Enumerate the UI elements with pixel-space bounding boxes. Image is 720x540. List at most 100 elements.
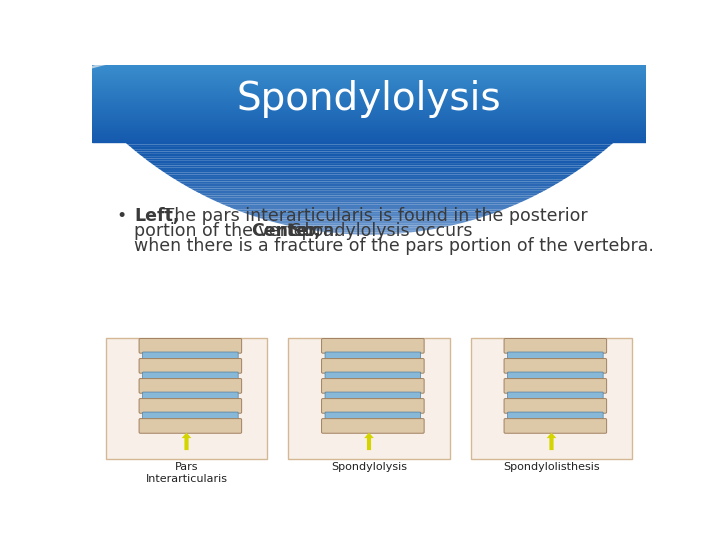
- FancyBboxPatch shape: [508, 372, 603, 380]
- Bar: [92, 116, 647, 117]
- Bar: [92, 69, 647, 71]
- Bar: [92, 85, 647, 86]
- Bar: [92, 81, 647, 82]
- Bar: [92, 139, 647, 140]
- Bar: [92, 79, 647, 80]
- Bar: [92, 85, 647, 87]
- FancyBboxPatch shape: [508, 392, 603, 400]
- Bar: [92, 100, 647, 102]
- FancyBboxPatch shape: [139, 379, 242, 393]
- FancyBboxPatch shape: [325, 412, 420, 420]
- Bar: [92, 90, 647, 91]
- Bar: [92, 129, 647, 130]
- FancyBboxPatch shape: [504, 399, 607, 413]
- Bar: [92, 106, 647, 107]
- Bar: [92, 102, 647, 103]
- FancyBboxPatch shape: [504, 359, 607, 373]
- FancyBboxPatch shape: [322, 359, 424, 373]
- FancyBboxPatch shape: [106, 338, 267, 459]
- Bar: [92, 124, 647, 125]
- Bar: [92, 110, 647, 111]
- Text: Left,: Left,: [134, 207, 179, 225]
- Text: Spondylolysis: Spondylolysis: [237, 80, 501, 118]
- Bar: [92, 93, 647, 94]
- Bar: [92, 127, 647, 129]
- Bar: [92, 126, 647, 127]
- Bar: [92, 113, 647, 115]
- Bar: [92, 117, 647, 119]
- Bar: [92, 87, 647, 89]
- Text: when there is a fracture of the pars portion of the vertebra.: when there is a fracture of the pars por…: [134, 237, 654, 254]
- Bar: [92, 133, 647, 134]
- FancyBboxPatch shape: [143, 412, 238, 420]
- Bar: [92, 139, 647, 141]
- FancyBboxPatch shape: [471, 338, 632, 459]
- Bar: [92, 112, 647, 113]
- FancyBboxPatch shape: [322, 379, 424, 393]
- FancyBboxPatch shape: [508, 352, 603, 360]
- Bar: [92, 101, 647, 103]
- Bar: [92, 91, 647, 93]
- Bar: [92, 98, 647, 99]
- Bar: [92, 68, 647, 69]
- FancyBboxPatch shape: [143, 352, 238, 360]
- Bar: [92, 83, 647, 84]
- FancyBboxPatch shape: [139, 399, 242, 413]
- Bar: [92, 99, 647, 100]
- Bar: [92, 89, 647, 90]
- Bar: [92, 112, 647, 114]
- Bar: [92, 84, 647, 85]
- Bar: [92, 119, 647, 120]
- Bar: [92, 104, 647, 105]
- Bar: [92, 128, 647, 129]
- FancyBboxPatch shape: [325, 392, 420, 400]
- Bar: [92, 75, 647, 76]
- Text: Center,: Center,: [251, 222, 321, 240]
- Bar: [92, 82, 647, 83]
- FancyBboxPatch shape: [143, 392, 238, 400]
- Bar: [92, 130, 647, 131]
- Bar: [92, 78, 647, 79]
- Bar: [92, 68, 647, 70]
- Text: The pars interarticularis is found in the posterior: The pars interarticularis is found in th…: [158, 207, 588, 225]
- Bar: [92, 117, 647, 118]
- FancyBboxPatch shape: [322, 418, 424, 433]
- Bar: [92, 107, 647, 108]
- Bar: [92, 76, 647, 77]
- Bar: [92, 97, 647, 98]
- Bar: [92, 95, 647, 97]
- Bar: [92, 111, 647, 112]
- FancyBboxPatch shape: [325, 352, 420, 360]
- FancyBboxPatch shape: [322, 399, 424, 413]
- Bar: [92, 121, 647, 123]
- Text: •: •: [116, 207, 126, 225]
- FancyBboxPatch shape: [139, 359, 242, 373]
- Bar: [92, 132, 647, 133]
- Text: portion of the vertebra.: portion of the vertebra.: [134, 222, 350, 240]
- Bar: [92, 72, 647, 73]
- Bar: [92, 105, 647, 106]
- Bar: [92, 107, 647, 109]
- Bar: [92, 120, 647, 122]
- Bar: [92, 86, 647, 88]
- Bar: [92, 94, 647, 96]
- FancyBboxPatch shape: [508, 412, 603, 420]
- Bar: [92, 70, 647, 71]
- FancyBboxPatch shape: [322, 339, 424, 353]
- Bar: [92, 137, 647, 138]
- Bar: [92, 66, 647, 68]
- Text: Spondylolysis: Spondylolysis: [331, 462, 407, 472]
- Bar: [92, 134, 647, 136]
- Text: Pars
Interarticularis: Pars Interarticularis: [145, 462, 228, 484]
- Bar: [92, 136, 647, 137]
- Bar: [92, 140, 647, 142]
- FancyBboxPatch shape: [288, 338, 450, 459]
- Bar: [92, 134, 647, 135]
- FancyBboxPatch shape: [139, 339, 242, 353]
- Bar: [92, 92, 647, 93]
- FancyBboxPatch shape: [139, 418, 242, 433]
- FancyBboxPatch shape: [143, 372, 238, 380]
- Bar: [92, 80, 647, 81]
- Bar: [92, 114, 647, 116]
- Bar: [92, 103, 647, 104]
